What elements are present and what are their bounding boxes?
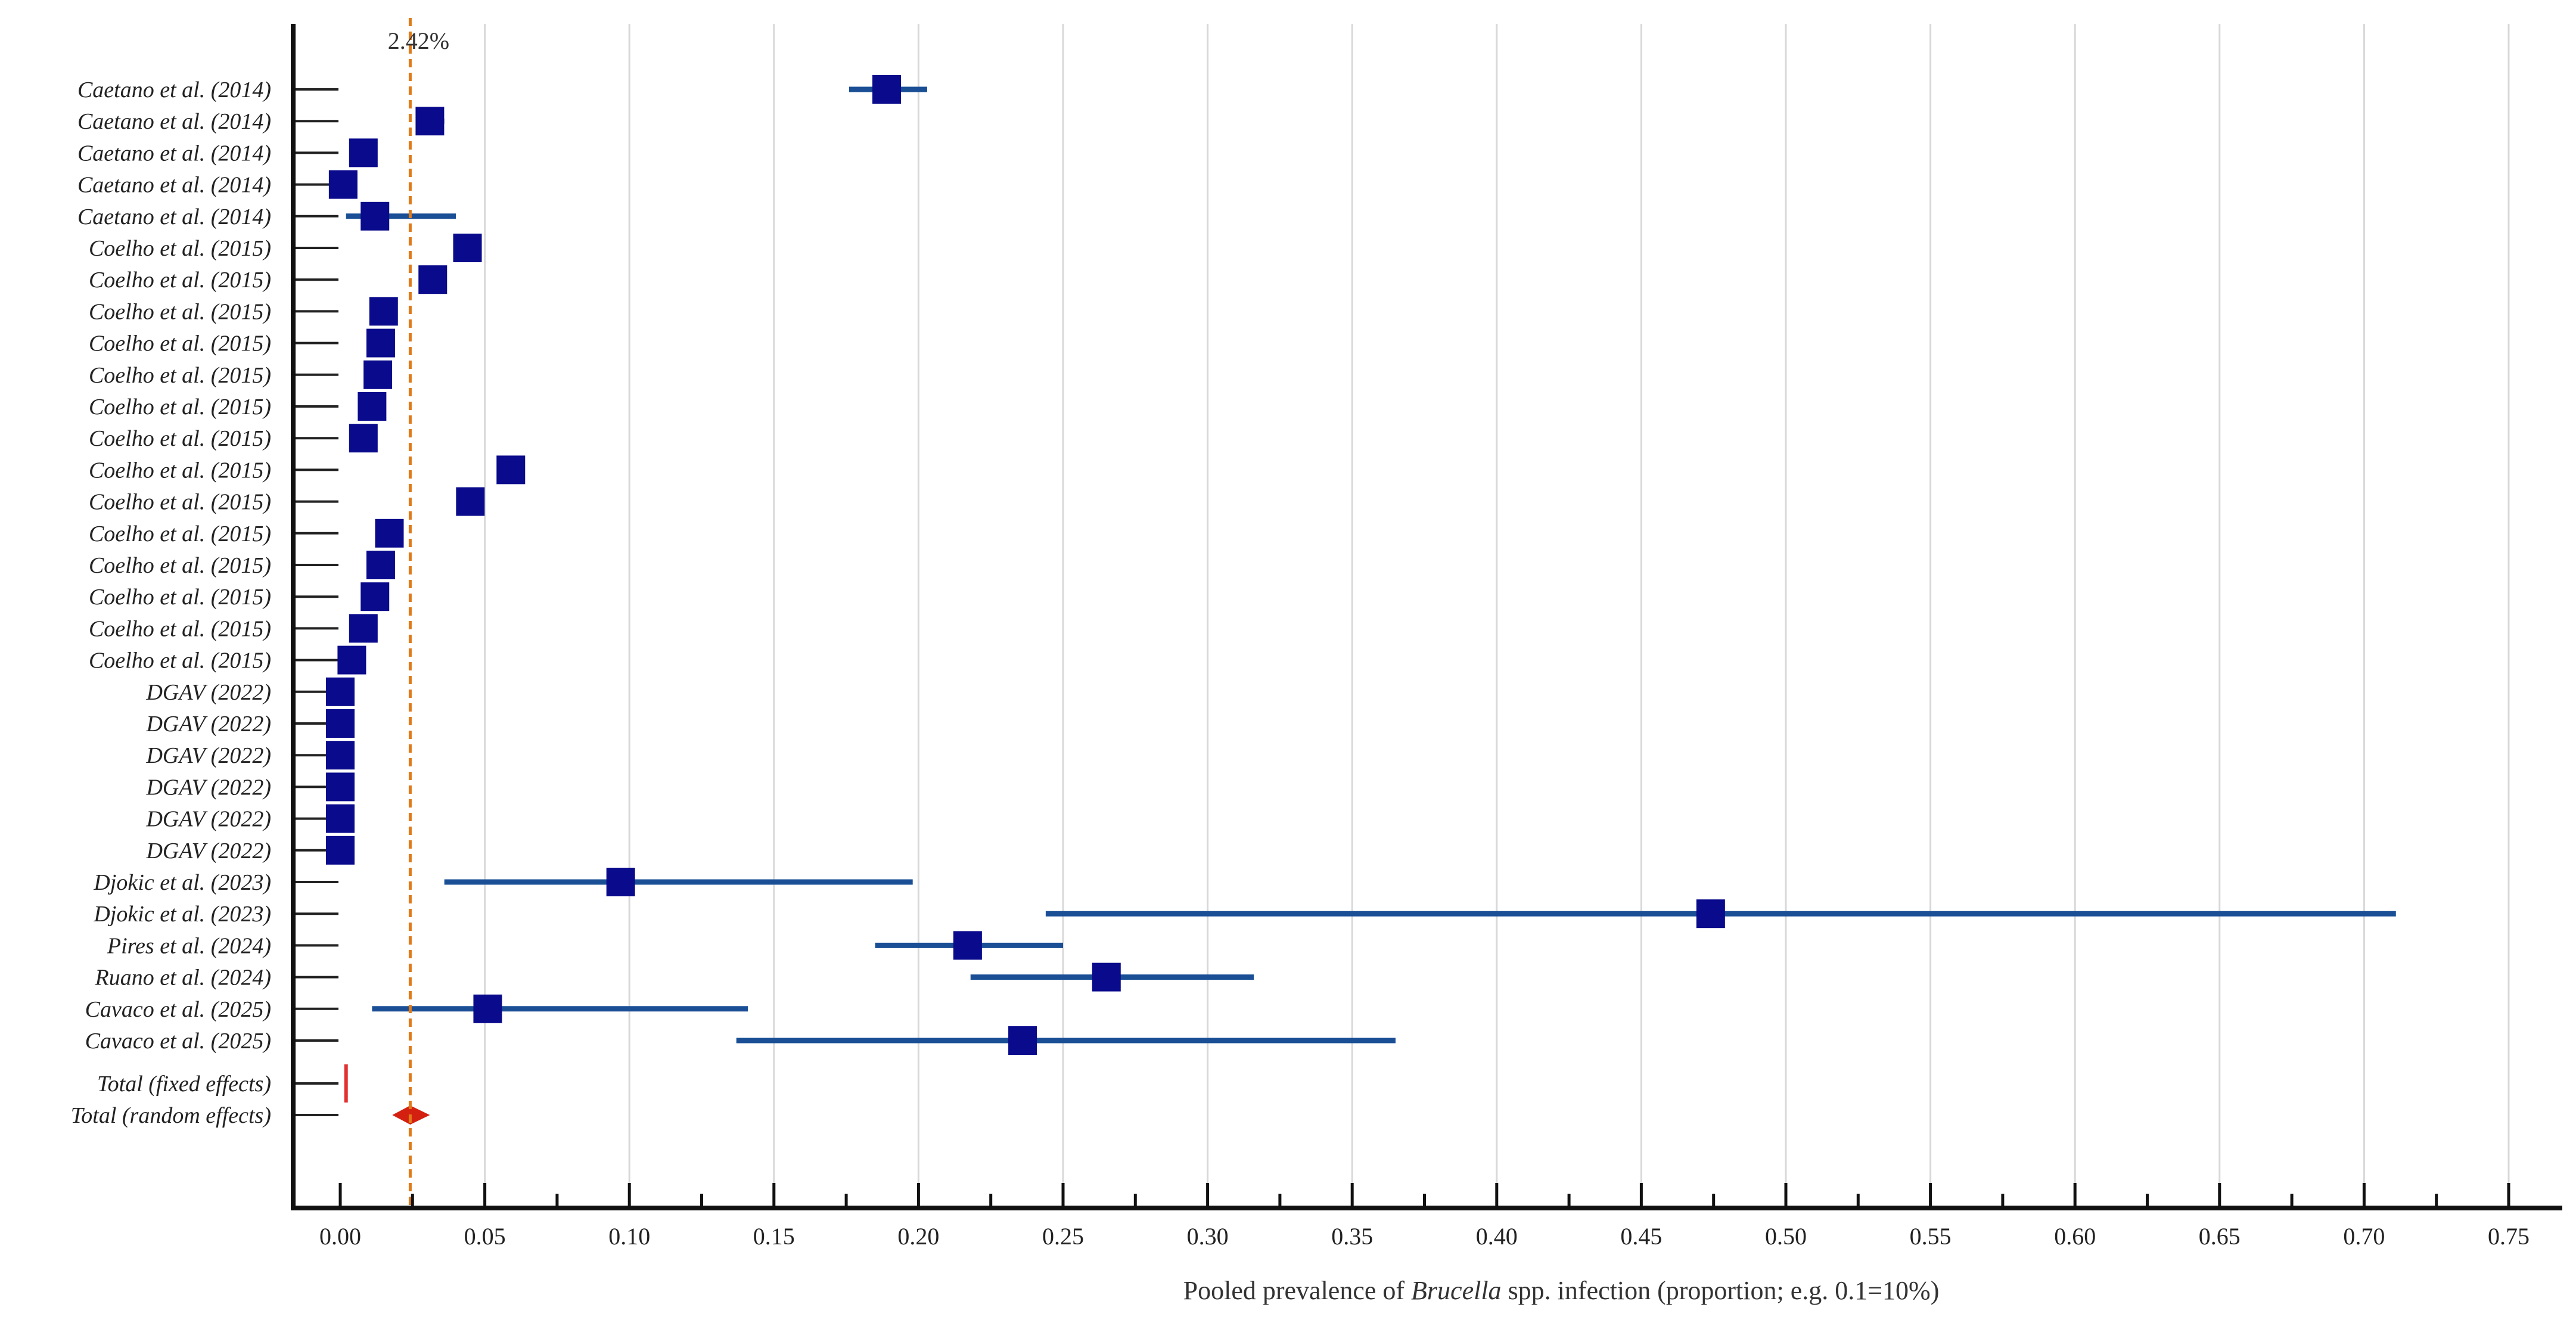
- estimate-marker: [361, 201, 390, 231]
- estimate-marker: [1008, 1026, 1037, 1055]
- estimate-marker: [606, 868, 635, 896]
- estimate-marker: [358, 392, 387, 421]
- x-tick-label: 0.65: [2199, 1223, 2241, 1250]
- x-tick-label: 0.00: [319, 1223, 361, 1250]
- study-labels: Caetano et al. (2014) Caetano et al. (201…: [71, 77, 271, 1128]
- estimate-marker: [349, 614, 378, 643]
- estimate-marker: [361, 582, 390, 611]
- study-label: Pires et al. (2024): [107, 933, 271, 958]
- study-label: Coelho et al. (2015): [89, 616, 271, 641]
- x-tick-label: 0.10: [608, 1223, 650, 1250]
- study-label: Coelho et al. (2015): [89, 490, 271, 515]
- x-axis-title-part: Pooled prevalence of: [1183, 1276, 1411, 1305]
- x-tick-label: 0.30: [1187, 1223, 1229, 1250]
- study-label: Coelho et al. (2015): [89, 585, 271, 610]
- x-tick-label: 0.40: [1476, 1223, 1518, 1250]
- x-axis-title-part: spp. infection (proportion; e.g. 0.1=10%…: [1502, 1276, 1940, 1305]
- estimate-marker: [473, 994, 502, 1023]
- study-label: DGAV (2022): [145, 775, 271, 800]
- x-tick-label: 0.05: [464, 1223, 506, 1250]
- estimate-marker: [363, 360, 393, 389]
- estimate-marker: [1696, 899, 1725, 928]
- total-label: Total (random effects): [71, 1103, 271, 1128]
- x-tick-label: 0.45: [1620, 1223, 1662, 1250]
- total-label: Total (fixed effects): [97, 1072, 271, 1097]
- study-label: Coelho et al. (2015): [89, 395, 271, 420]
- estimate-marker: [349, 138, 378, 167]
- estimate-marker: [326, 836, 355, 865]
- x-tick-label: 0.70: [2343, 1223, 2385, 1250]
- x-tick-label: 0.35: [1331, 1223, 1373, 1250]
- study-label: Ruano et al. (2024): [94, 965, 271, 990]
- estimate-marker: [326, 709, 355, 738]
- x-tick-label: 0.20: [897, 1223, 939, 1250]
- x-tick-label: 0.60: [2054, 1223, 2096, 1250]
- study-label: Caetano et al. (2014): [77, 173, 271, 198]
- study-label: Coelho et al. (2015): [89, 553, 271, 578]
- estimate-marker: [418, 265, 448, 294]
- x-axis-ticks: 0.00 0.05 0.10 0.15 0.20 0.25 0.30 0.35 0.40 0.45…: [319, 1183, 2530, 1250]
- x-tick-label: 0.25: [1042, 1223, 1084, 1250]
- study-label: Coelho et al. (2015): [89, 268, 271, 293]
- study-label: DGAV (2022): [145, 680, 271, 705]
- total-markers: [344, 1064, 430, 1125]
- estimate-marker: [326, 772, 355, 802]
- study-label: Coelho et al. (2015): [89, 458, 271, 483]
- estimate-marker: [1092, 962, 1121, 992]
- study-label: Coelho et al. (2015): [89, 236, 271, 261]
- x-tick-label: 0.75: [2488, 1223, 2530, 1250]
- estimate-marker: [953, 931, 982, 960]
- grid-lines: [484, 24, 2510, 1208]
- x-tick-label: 0.55: [1910, 1223, 1952, 1250]
- x-tick-label: 0.15: [753, 1223, 795, 1250]
- study-label: Coelho et al. (2015): [89, 426, 271, 451]
- study-label: DGAV (2022): [145, 839, 271, 864]
- estimate-marker: [349, 424, 378, 453]
- x-axis-title-part: Brucella: [1411, 1276, 1502, 1305]
- study-label: DGAV (2022): [145, 743, 271, 768]
- x-axis-title: Pooled prevalence of Brucella spp. infec…: [1183, 1276, 1940, 1305]
- estimate-marker: [337, 645, 366, 675]
- reference-line-label: 2.42%: [388, 27, 449, 54]
- study-label: Coelho et al. (2015): [89, 648, 271, 673]
- estimate-marker: [326, 677, 355, 706]
- estimate-marker: [456, 487, 485, 516]
- study-label: Cavaco et al. (2025): [85, 997, 271, 1022]
- estimate-marker: [369, 297, 398, 326]
- estimate-marker: [872, 75, 902, 104]
- axes: [291, 24, 2562, 1210]
- estimate-marker: [326, 741, 355, 770]
- study-label: DGAV (2022): [145, 807, 271, 832]
- study-label: Caetano et al. (2014): [77, 204, 271, 229]
- study-label: Djokic et al. (2023): [93, 902, 271, 927]
- study-label: DGAV (2022): [145, 712, 271, 737]
- estimate-marker: [496, 455, 526, 485]
- study-label: Coelho et al. (2015): [89, 331, 271, 356]
- ci-lines: [340, 86, 2396, 1044]
- estimate-marker: [366, 551, 395, 579]
- estimate-marker: [415, 107, 445, 136]
- study-label: Cavaco et al. (2025): [85, 1029, 271, 1054]
- reference-line-group: 2.42%: [388, 18, 449, 1208]
- x-tick-label: 0.50: [1765, 1223, 1807, 1250]
- study-label: Caetano et al. (2014): [77, 109, 271, 134]
- estimate-marker: [328, 170, 358, 199]
- estimate-marker: [366, 328, 395, 358]
- row-ticks: [293, 88, 338, 1116]
- study-label: Coelho et al. (2015): [89, 299, 271, 324]
- study-label: Caetano et al. (2014): [77, 77, 271, 103]
- estimate-marker: [375, 518, 404, 548]
- study-label: Djokic et al. (2023): [93, 870, 271, 895]
- study-label: Coelho et al. (2015): [89, 521, 271, 546]
- estimate-marker: [326, 804, 355, 833]
- estimate-marker: [453, 234, 482, 262]
- fixed-effect-marker: [344, 1064, 348, 1103]
- estimate-markers: [326, 75, 1725, 1055]
- study-label: Caetano et al. (2014): [77, 141, 271, 166]
- study-label: Coelho et al. (2015): [89, 363, 271, 388]
